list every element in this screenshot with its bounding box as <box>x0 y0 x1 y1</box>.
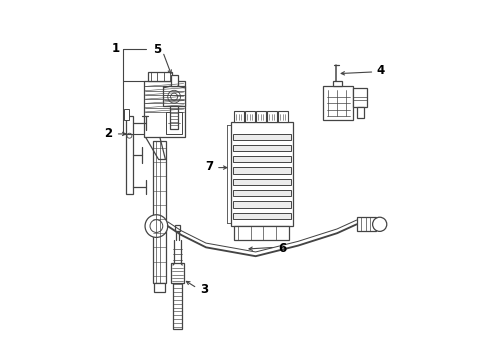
Bar <box>233 201 291 208</box>
Bar <box>124 109 129 120</box>
Bar <box>231 122 293 226</box>
Bar <box>256 111 266 122</box>
Bar <box>164 86 185 105</box>
Bar <box>153 141 166 283</box>
Bar <box>245 111 255 122</box>
Bar <box>144 81 185 138</box>
Bar <box>175 225 180 231</box>
Text: 5: 5 <box>153 43 161 56</box>
Bar <box>154 283 165 292</box>
Bar <box>357 107 365 118</box>
Bar <box>147 72 172 81</box>
Bar <box>170 105 178 129</box>
Bar <box>268 111 277 122</box>
Bar <box>233 145 291 151</box>
Bar <box>234 226 289 240</box>
Circle shape <box>168 90 180 103</box>
Circle shape <box>145 215 168 238</box>
Bar <box>167 112 182 134</box>
Bar <box>233 190 291 197</box>
Circle shape <box>150 220 163 233</box>
Bar <box>233 134 291 140</box>
Circle shape <box>127 133 132 138</box>
Bar <box>173 283 182 329</box>
Text: 7: 7 <box>205 161 214 174</box>
Bar <box>171 76 178 86</box>
Bar <box>126 116 133 194</box>
Circle shape <box>171 93 178 100</box>
Bar <box>357 217 376 231</box>
Circle shape <box>372 217 387 231</box>
Bar <box>233 213 291 219</box>
Bar <box>278 111 288 122</box>
Bar <box>233 167 291 174</box>
Bar <box>233 179 291 185</box>
Text: 4: 4 <box>376 64 385 77</box>
Text: 6: 6 <box>278 242 286 255</box>
Bar <box>323 86 353 120</box>
Text: 2: 2 <box>104 127 113 140</box>
Bar <box>333 81 342 86</box>
Bar <box>233 156 291 162</box>
Bar <box>172 263 184 283</box>
Text: 1: 1 <box>112 42 120 55</box>
Bar <box>234 111 245 122</box>
Text: 3: 3 <box>200 283 208 296</box>
Bar <box>353 88 368 107</box>
